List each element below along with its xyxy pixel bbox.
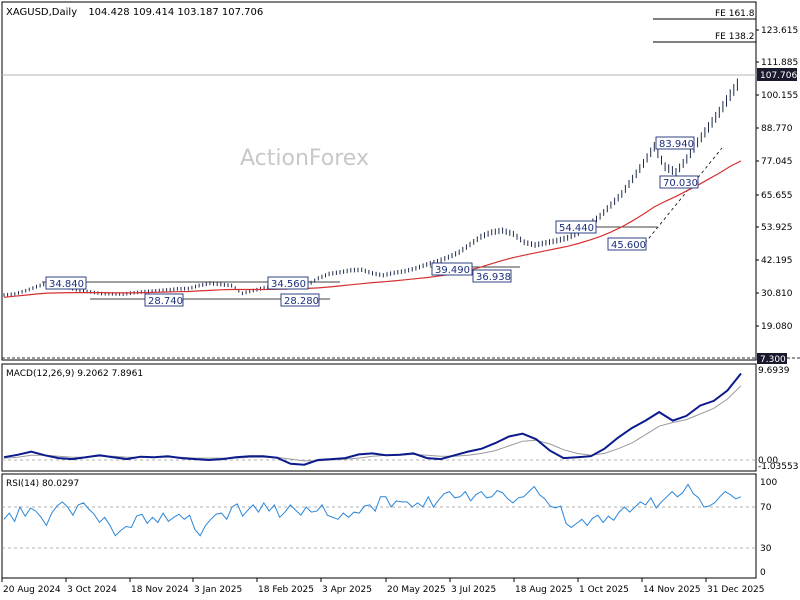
price-min-tag bbox=[757, 353, 787, 364]
ohlc-values: 104.428 109.414 103.187 107.706 bbox=[88, 7, 263, 18]
moving-average-line bbox=[3, 160, 742, 298]
symbol-label: XAGUSD,Daily 104.428 109.414 103.187 107… bbox=[6, 7, 263, 18]
level-annotation-label: 39.490 bbox=[435, 265, 470, 276]
level-annotation-box bbox=[144, 293, 184, 307]
price-tick-label: 123.615 bbox=[761, 26, 798, 36]
macd-main-line bbox=[3, 372, 742, 466]
time-tick-label: 20 Aug 2024 bbox=[3, 585, 61, 595]
macd-label: MACD(12,26,9) 9.2062 7.8961 bbox=[6, 369, 143, 379]
level-annotation-box bbox=[655, 136, 695, 150]
macd-panel-frame bbox=[1, 363, 757, 472]
time-tick-label: 18 Feb 2025 bbox=[258, 585, 314, 595]
watermark-text: ActionForex bbox=[240, 146, 369, 171]
rsi-label: RSI(14) 80.0297 bbox=[6, 479, 79, 489]
rsi-tick-100: 100 bbox=[760, 478, 777, 488]
projection-line bbox=[644, 147, 723, 244]
last-price-tag-text: 107.706 bbox=[760, 71, 797, 81]
time-tick-label: 20 May 2025 bbox=[387, 585, 446, 595]
price-panel-frame bbox=[1, 1, 757, 361]
last-price-tag-bg bbox=[757, 68, 797, 81]
level-annotation-label: 54.440 bbox=[559, 223, 594, 234]
level-annotation-label: 28.280 bbox=[284, 296, 319, 307]
price-tick-label: 42.195 bbox=[761, 256, 793, 266]
price-annotations: 34.840 34.560 28.740 28.280 39.490 36.938 54.4… bbox=[45, 136, 699, 307]
level-annotation-box bbox=[267, 276, 309, 290]
macd-tick-max: 9.6939 bbox=[758, 366, 790, 376]
level-annotation-box bbox=[555, 220, 597, 234]
last-price-tag: 107.706 bbox=[757, 68, 797, 81]
fe-161-label: FE 161.8 bbox=[715, 9, 755, 19]
time-tick-label: 18 Nov 2024 bbox=[131, 585, 189, 595]
price-axis: 123.615 111.885 100.155 88.770 77.045 65.655 5… bbox=[756, 26, 798, 332]
price-tick-label: 77.045 bbox=[761, 157, 793, 167]
level-annotation-box bbox=[280, 293, 320, 307]
time-axis: 20 Aug 2024 3 Oct 2024 18 Nov 2024 3 Jan 20… bbox=[1, 578, 765, 595]
time-tick-label: 31 Dec 2025 bbox=[707, 585, 765, 595]
price-tick-label: 19.080 bbox=[761, 322, 793, 332]
macd-tick-min: -1.03553 bbox=[758, 462, 798, 472]
time-tick-label: 3 Oct 2024 bbox=[67, 585, 117, 595]
time-tick-label: 3 Jul 2025 bbox=[451, 585, 496, 595]
time-tick-label: 14 Nov 2025 bbox=[643, 585, 701, 595]
time-tick-label: 3 Apr 2025 bbox=[322, 585, 372, 595]
rsi-panel-frame bbox=[1, 473, 757, 579]
price-tick-label: 30.810 bbox=[761, 289, 793, 299]
symbol-name: XAGUSD,Daily bbox=[6, 7, 77, 18]
macd-panel: MACD(12,26,9) 9.2062 7.8961 bbox=[1, 363, 757, 472]
macd-signal-line bbox=[3, 385, 742, 462]
price-min-label: 7.300 bbox=[760, 355, 786, 365]
fe-138-label: FE 138.2 bbox=[715, 32, 755, 42]
watermark: ActionForex bbox=[240, 146, 369, 171]
level-annotation-label: 45.600 bbox=[611, 240, 646, 251]
rsi-line bbox=[3, 483, 742, 537]
price-tick-label: 53.925 bbox=[761, 223, 793, 233]
time-tick-label: 1 Oct 2025 bbox=[579, 585, 629, 595]
time-tick-label: 3 Jan 2025 bbox=[194, 585, 242, 595]
level-annotation-box bbox=[45, 276, 87, 290]
time-tick-label: 18 Aug 2025 bbox=[515, 585, 573, 595]
rsi-axis: 100 70 30 0 bbox=[760, 478, 777, 578]
macd-tick-zero: 0.00 bbox=[758, 456, 778, 466]
price-tick-label: 65.655 bbox=[761, 191, 793, 201]
price-tick-label: 111.885 bbox=[761, 58, 798, 68]
rsi-tick-0: 0 bbox=[760, 568, 766, 578]
level-annotation-box bbox=[431, 262, 473, 276]
level-annotation-label: 34.840 bbox=[49, 279, 84, 290]
macd-axis: 9.6939 0.00 -1.03553 bbox=[758, 366, 798, 472]
price-tick-label: 88.770 bbox=[761, 124, 793, 134]
level-annotation-label: 70.030 bbox=[663, 178, 698, 189]
level-annotation-box bbox=[607, 237, 647, 251]
level-annotation-label: 34.560 bbox=[271, 279, 306, 290]
level-annotation-label: 28.740 bbox=[148, 296, 183, 307]
rsi-panel: RSI(14) 80.0297 bbox=[1, 473, 757, 579]
rsi-tick-70: 70 bbox=[760, 503, 772, 513]
level-annotation-box bbox=[472, 269, 512, 283]
level-annotation-box bbox=[659, 175, 699, 189]
level-annotation-label: 83.940 bbox=[659, 139, 694, 150]
price-tick-label: 100.155 bbox=[761, 91, 798, 101]
level-annotation-label: 36.938 bbox=[476, 272, 511, 283]
rsi-tick-30: 30 bbox=[760, 544, 772, 554]
price-panel: ActionForex XAGUSD,Daily 104.428 109.414… bbox=[1, 1, 757, 361]
